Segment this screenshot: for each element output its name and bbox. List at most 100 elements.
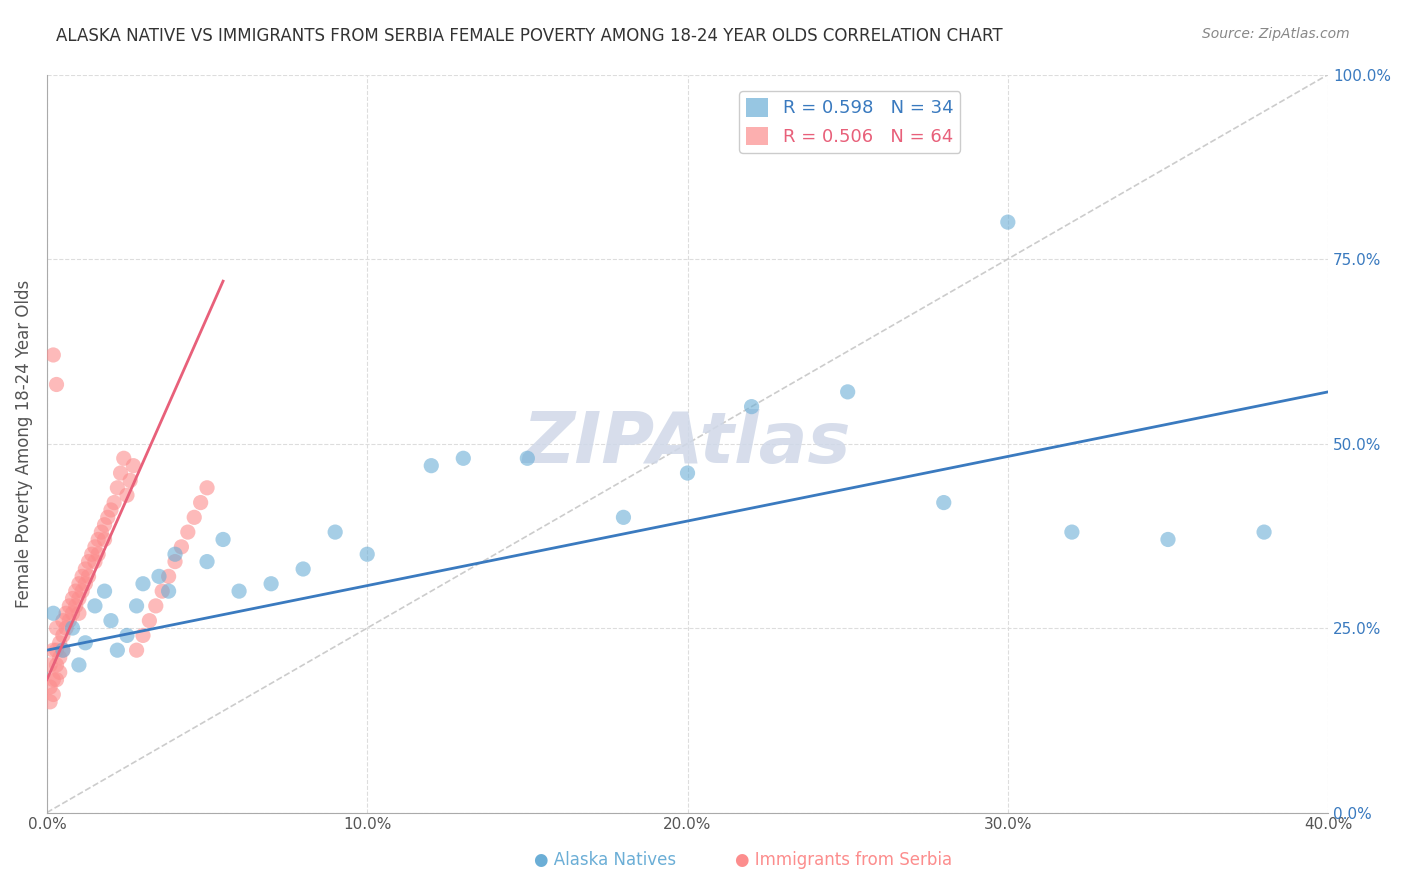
Text: ZIPAtlas: ZIPAtlas	[523, 409, 852, 478]
Point	[1060, 525, 1083, 540]
Point	[65, 599, 87, 613]
Point	[170, 540, 193, 554]
Point	[323, 525, 346, 540]
Point	[105, 481, 128, 495]
Point	[103, 495, 125, 509]
Point	[676, 466, 699, 480]
Point	[997, 215, 1019, 229]
Point	[93, 584, 115, 599]
Point	[420, 458, 443, 473]
Point	[48, 665, 70, 680]
Point	[62, 591, 84, 606]
Point	[65, 584, 87, 599]
Point	[42, 688, 65, 702]
Point	[260, 576, 283, 591]
Point	[190, 495, 212, 509]
Point	[45, 621, 67, 635]
Point	[52, 643, 75, 657]
Y-axis label: Female Poverty Among 18-24 Year Olds: Female Poverty Among 18-24 Year Olds	[15, 279, 32, 607]
Point	[195, 555, 218, 569]
Point	[84, 540, 107, 554]
Point	[84, 555, 107, 569]
Point	[42, 643, 65, 657]
Point	[45, 377, 67, 392]
Point	[741, 400, 763, 414]
Point	[356, 547, 378, 561]
Point	[58, 614, 80, 628]
Point	[75, 562, 97, 576]
Point	[132, 576, 155, 591]
Point	[70, 569, 93, 583]
Point	[75, 636, 97, 650]
Point	[115, 488, 138, 502]
Point	[120, 474, 142, 488]
Point	[157, 569, 180, 583]
Point	[45, 657, 67, 672]
Point	[453, 451, 475, 466]
Point	[90, 525, 112, 540]
Point	[48, 650, 70, 665]
Text: ALASKA NATIVE VS IMMIGRANTS FROM SERBIA FEMALE POVERTY AMONG 18-24 YEAR OLDS COR: ALASKA NATIVE VS IMMIGRANTS FROM SERBIA …	[56, 27, 1002, 45]
Point	[42, 348, 65, 362]
Point	[612, 510, 634, 524]
Point	[932, 495, 955, 509]
Point	[93, 533, 115, 547]
Point	[837, 384, 859, 399]
Point	[148, 569, 170, 583]
Point	[163, 555, 186, 569]
Point	[183, 510, 205, 524]
Point	[516, 451, 538, 466]
Point	[110, 466, 132, 480]
Point	[52, 614, 75, 628]
Point	[45, 673, 67, 687]
Point	[67, 607, 90, 621]
Text: Source: ZipAtlas.com: Source: ZipAtlas.com	[1202, 27, 1350, 41]
Point	[195, 481, 218, 495]
Point	[212, 533, 235, 547]
Point	[55, 621, 77, 635]
Text: ● Alaska Natives: ● Alaska Natives	[533, 851, 676, 869]
Point	[55, 607, 77, 621]
Point	[145, 599, 167, 613]
Point	[84, 599, 107, 613]
Point	[77, 555, 100, 569]
Point	[132, 628, 155, 642]
Point	[100, 503, 122, 517]
Point	[58, 599, 80, 613]
Point	[93, 517, 115, 532]
Point	[77, 569, 100, 583]
Point	[52, 628, 75, 642]
Point	[125, 643, 148, 657]
Point	[52, 643, 75, 657]
Legend: R = 0.598   N = 34, R = 0.506   N = 64: R = 0.598 N = 34, R = 0.506 N = 64	[740, 91, 960, 153]
Point	[48, 636, 70, 650]
Point	[67, 576, 90, 591]
Point	[100, 614, 122, 628]
Point	[39, 657, 62, 672]
Point	[150, 584, 173, 599]
Point	[125, 599, 148, 613]
Point	[163, 547, 186, 561]
Point	[39, 695, 62, 709]
Point	[1253, 525, 1275, 540]
Point	[67, 657, 90, 672]
Point	[115, 628, 138, 642]
Point	[157, 584, 180, 599]
Point	[105, 643, 128, 657]
Point	[62, 621, 84, 635]
Point	[67, 591, 90, 606]
Point	[39, 680, 62, 694]
Point	[87, 533, 110, 547]
Point	[97, 510, 120, 524]
Point	[177, 525, 200, 540]
Point	[228, 584, 250, 599]
Point	[62, 607, 84, 621]
Text: ● Immigrants from Serbia: ● Immigrants from Serbia	[735, 851, 952, 869]
Point	[112, 451, 135, 466]
Point	[122, 458, 145, 473]
Point	[292, 562, 315, 576]
Point	[42, 673, 65, 687]
Point	[75, 576, 97, 591]
Point	[80, 547, 103, 561]
Point	[45, 643, 67, 657]
